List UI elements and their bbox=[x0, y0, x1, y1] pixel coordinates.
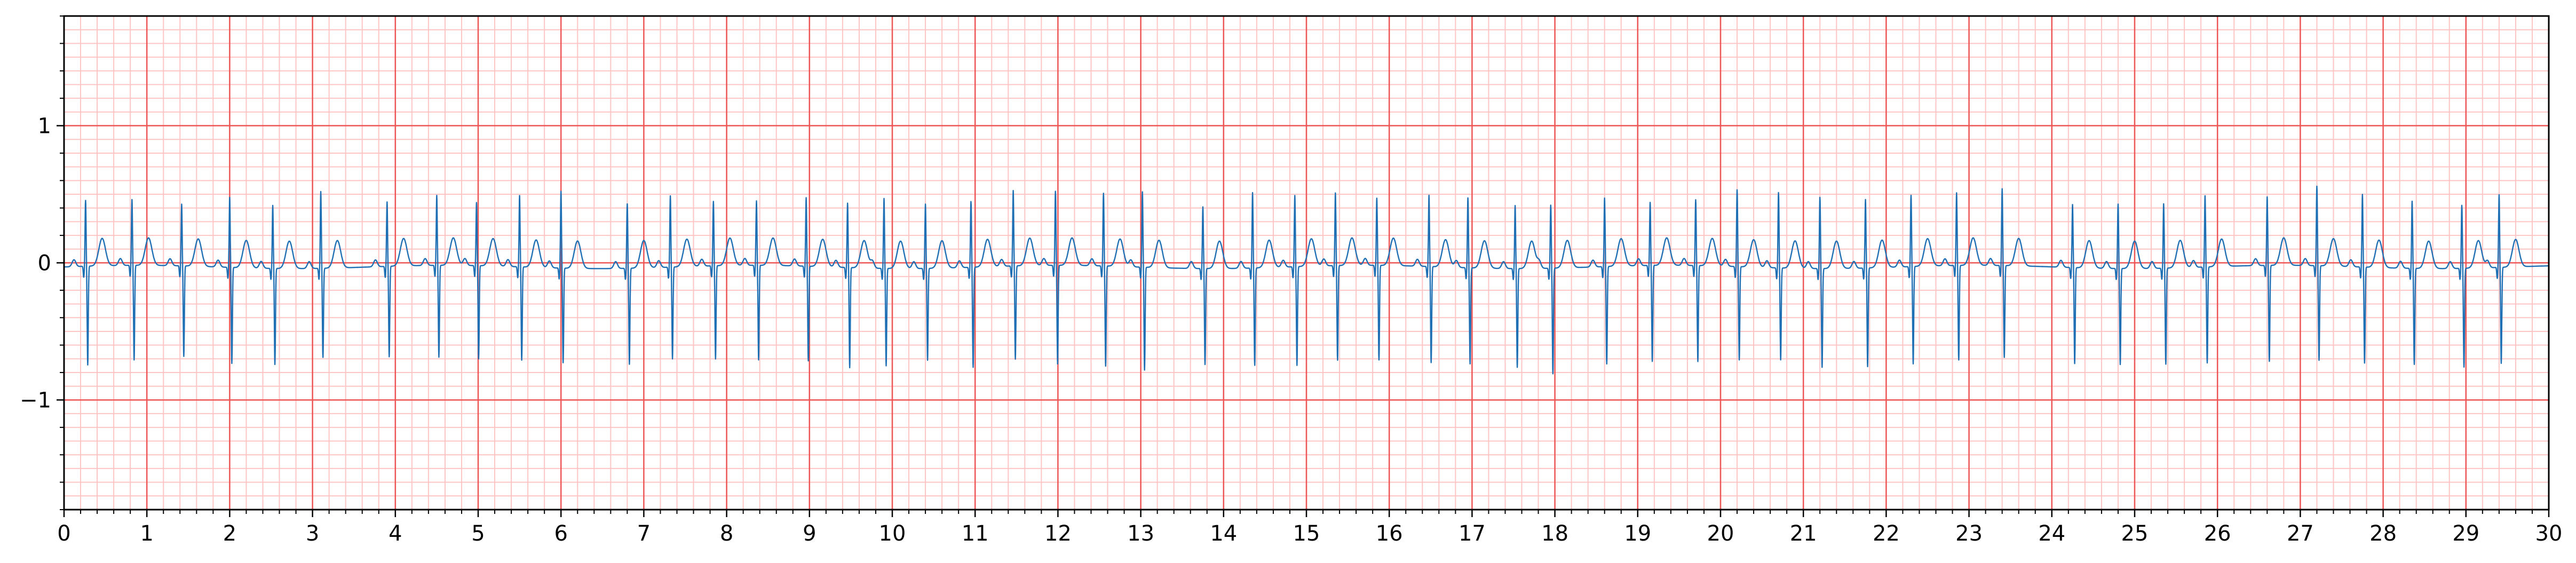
x-tick-label: 26 bbox=[2204, 521, 2231, 546]
x-tick-label: 9 bbox=[803, 521, 816, 546]
x-tick-label: 29 bbox=[2452, 521, 2479, 546]
x-tick-label: 14 bbox=[1210, 521, 1237, 546]
x-tick-label: 5 bbox=[471, 521, 485, 546]
x-tick-label: 8 bbox=[720, 521, 733, 546]
x-tick-label: 28 bbox=[2369, 521, 2397, 546]
y-tick-label: 1 bbox=[38, 114, 51, 139]
x-tick-label: 17 bbox=[1459, 521, 1486, 546]
x-tick-label: 1 bbox=[140, 521, 153, 546]
x-tick-label: 12 bbox=[1044, 521, 1072, 546]
x-tick-label: 18 bbox=[1541, 521, 1568, 546]
x-tick-label: 10 bbox=[879, 521, 906, 546]
x-tick-label: 25 bbox=[2121, 521, 2149, 546]
x-tick-label: 11 bbox=[962, 521, 989, 546]
x-tick-label: 23 bbox=[1955, 521, 1983, 546]
x-tick-label: 27 bbox=[2287, 521, 2314, 546]
x-tick-label: 16 bbox=[1376, 521, 1403, 546]
y-tick-label: 0 bbox=[38, 251, 51, 276]
x-tick-label: 20 bbox=[1707, 521, 1734, 546]
x-tick-label: 24 bbox=[2038, 521, 2065, 546]
x-tick-label: 7 bbox=[637, 521, 651, 546]
x-tick-label: 19 bbox=[1624, 521, 1651, 546]
x-tick-label: 13 bbox=[1127, 521, 1154, 546]
x-tick-label: 22 bbox=[1873, 521, 1900, 546]
x-tick-label: 30 bbox=[2535, 521, 2563, 546]
x-tick-label: 2 bbox=[223, 521, 236, 546]
x-tick-label: 6 bbox=[554, 521, 567, 546]
x-tick-label: 15 bbox=[1293, 521, 1320, 546]
y-tick-label: −1 bbox=[20, 388, 51, 413]
x-tick-label: 21 bbox=[1790, 521, 1817, 546]
x-tick-label: 3 bbox=[306, 521, 319, 546]
x-tick-label: 4 bbox=[389, 521, 402, 546]
x-tick-label: 0 bbox=[57, 521, 70, 546]
